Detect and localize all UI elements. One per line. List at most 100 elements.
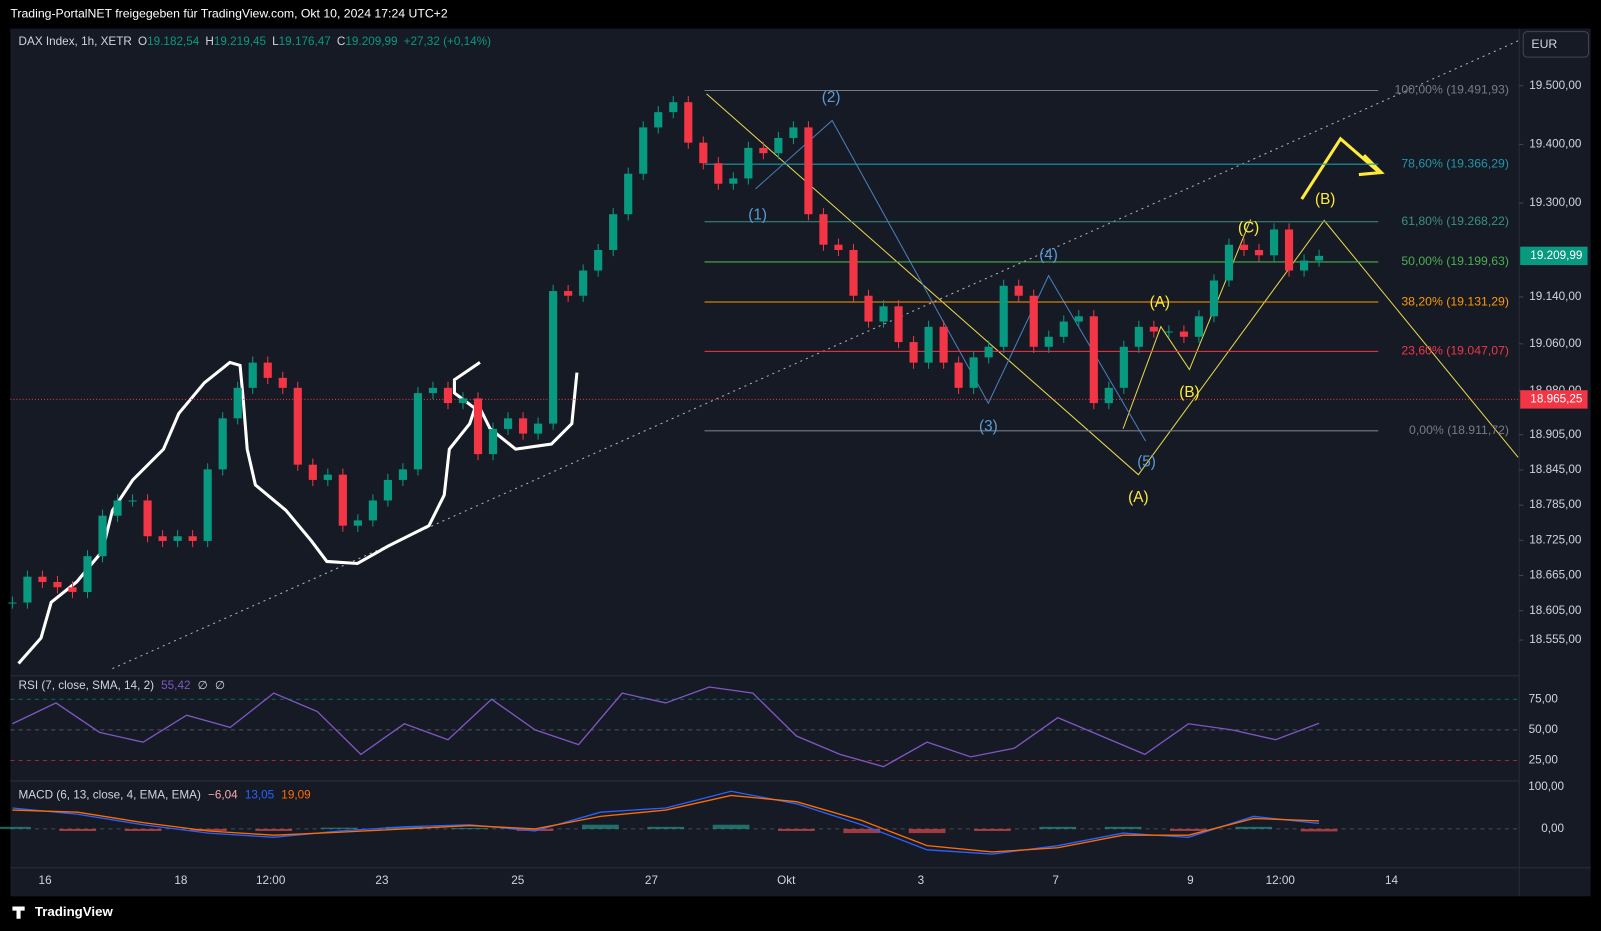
candle [428,387,438,394]
candle [338,474,347,526]
legend-text: 19.209,99 [345,35,397,48]
macd-histogram [190,828,227,832]
y-tick-label: 19.300,00 [1529,196,1582,209]
candle [1224,244,1234,281]
candle [729,178,738,184]
candle [759,147,768,154]
candle [624,173,633,215]
candle [218,418,227,470]
price-badge-label: 19.209,99 [1530,249,1582,262]
wave-label: (4) [1039,246,1058,263]
macd-histogram [1104,826,1142,829]
candle [1209,280,1219,317]
x-tick-label: 12:00 [256,874,286,887]
legend-text: 19.219,45 [214,35,267,48]
x-tick-label: 12:00 [1266,874,1296,887]
legend-text: −6,04 [208,788,238,801]
macd-histogram [516,828,554,832]
brand: TradingView [35,904,114,919]
candle [353,520,362,526]
candle [113,500,122,516]
x-tick-label: 3 [918,874,925,887]
wave-label: (C) [1238,220,1259,237]
macd-histogram [1235,826,1273,829]
candle [233,387,242,419]
candle [789,127,798,138]
candle [699,142,708,164]
x-tick-label: 7 [1052,874,1059,887]
candle [1315,255,1324,261]
macd-histogram [124,828,162,832]
x-tick-label: 25 [511,874,525,887]
x-tick-label: 23 [375,874,388,887]
candle [549,291,558,424]
candle [383,479,392,501]
price-badge [1520,246,1588,266]
freehand-drawing [17,360,481,665]
candle [1029,295,1038,347]
candle [518,418,528,434]
candle [158,536,167,541]
currency-button[interactable] [1522,31,1590,58]
candle [1269,229,1279,256]
candle [278,377,287,388]
legend-text: DAX Index, 1h, XETR [19,35,132,48]
fib-label: 50,00% (19.199,63) [1401,254,1509,268]
candle [924,326,933,363]
candle [639,127,648,174]
candle [564,291,573,296]
macd-histogram [1170,828,1207,832]
candle [954,362,963,388]
wave-label: (B) [1179,384,1199,401]
candle [684,102,693,143]
candle [969,357,978,388]
candle [894,306,903,343]
candle [368,500,377,521]
candle [1164,331,1173,333]
arrow-head [1358,154,1385,177]
currency[interactable]: EUR [1531,37,1557,51]
fib-label: 23,60% (19.047,07) [1401,344,1509,358]
y-tick-label: 18.845,00 [1529,463,1582,476]
candle [188,536,197,541]
wave-label: (A) [1150,294,1170,311]
candle [1014,285,1023,296]
wave-label: (B) [1315,191,1335,208]
candle [1299,260,1309,271]
y-tick-label: 18.785,00 [1529,498,1582,511]
candle [173,536,182,541]
fib-label: 38,20% (19.131,29) [1401,294,1509,308]
candle [939,326,948,363]
rsi-line [12,686,1320,768]
legend-text: 19.182,54 [147,35,200,48]
candle [654,112,663,128]
candle [248,362,257,388]
candle [1074,316,1083,322]
candle [143,500,152,537]
legend-text: L [272,35,279,48]
macd-histogram [320,827,358,829]
macd-histogram [712,824,750,829]
legend-text: C [337,35,346,48]
candle [834,244,843,250]
candle [443,387,453,404]
fib-label: 0,00% (18.911,72) [1409,423,1509,437]
candle [503,418,513,429]
candle [669,102,678,113]
candle [8,602,17,604]
candle [1194,316,1204,337]
candle [38,576,47,582]
candle [1149,326,1158,332]
candle [263,362,272,378]
freehand-drawing [478,372,579,451]
candle [774,137,783,154]
candle [323,474,332,480]
x-tick-label: 16 [39,874,52,887]
candle [1239,244,1249,250]
candle [999,285,1008,347]
macd-histogram [778,828,815,832]
legend-text: RSI (7, close, SMA, 14, 2) [19,679,155,692]
candle [534,423,543,434]
signal-line [12,794,1320,853]
